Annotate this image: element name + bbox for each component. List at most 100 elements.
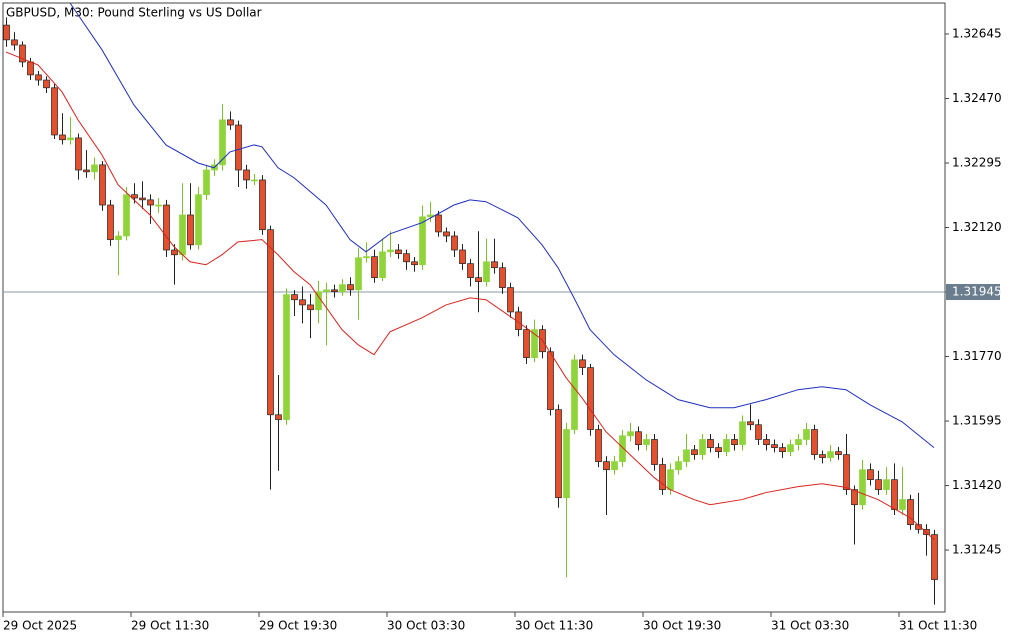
candle-body <box>251 179 258 182</box>
candle-body <box>131 194 138 199</box>
candle-body <box>763 439 770 445</box>
candle-body <box>307 304 314 311</box>
candle-body <box>891 479 898 510</box>
candle-body <box>835 451 842 455</box>
candle-body <box>451 235 458 251</box>
candle-body <box>147 199 154 206</box>
y-tick-label: 1.32295 <box>952 155 1002 169</box>
candle-body <box>739 421 746 445</box>
candle-body <box>571 359 578 430</box>
chart-title: GBPUSD, M30: Pound Sterling vs US Dollar <box>6 6 262 20</box>
candle-body <box>579 359 586 368</box>
moving-average <box>69 2 935 448</box>
candle-body <box>283 294 290 420</box>
candle-body <box>411 261 418 266</box>
candle-body <box>387 249 394 253</box>
x-tick-label: 30 Oct 03:30 <box>387 619 465 633</box>
candle-body <box>915 524 922 530</box>
candle-body <box>779 447 786 452</box>
candle-body <box>811 429 818 455</box>
candle-body <box>819 454 826 458</box>
candle-body <box>403 253 410 263</box>
y-tick-label: 1.32470 <box>952 91 1002 105</box>
candle-body <box>491 261 498 269</box>
candle-body <box>899 499 906 510</box>
candle-body <box>747 421 754 426</box>
candle-body <box>875 479 882 490</box>
candle-body <box>531 329 538 358</box>
candle-body <box>59 134 66 141</box>
x-tick-label: 30 Oct 19:30 <box>643 619 721 633</box>
candle-body <box>827 451 834 458</box>
plot-frame <box>2 2 946 613</box>
y-tick-label: 1.31420 <box>952 478 1002 492</box>
candle-body <box>659 464 666 490</box>
candle-body <box>203 169 210 196</box>
candle-body <box>179 214 186 256</box>
candle-body <box>299 299 306 306</box>
price-label: 1.31945 <box>952 285 1002 299</box>
candle-body <box>243 169 250 181</box>
x-tick-label: 29 Oct 2025 <box>3 619 77 633</box>
candle-body <box>363 256 370 259</box>
candle-body <box>475 277 482 283</box>
candle-body <box>755 424 762 440</box>
candle-body <box>691 449 698 455</box>
moving-average <box>5 51 935 540</box>
candle-body <box>139 197 146 201</box>
candle-body <box>515 311 522 330</box>
candle-body <box>11 39 18 46</box>
candle-body <box>323 289 330 292</box>
candle-body <box>339 284 346 292</box>
candle-body <box>355 257 362 291</box>
candle-body <box>883 479 890 490</box>
x-tick-label: 31 Oct 03:30 <box>771 619 849 633</box>
candle-body <box>683 449 690 462</box>
candle-body <box>459 249 466 264</box>
candle-body <box>395 249 402 255</box>
candle-body <box>379 251 386 278</box>
y-tick-label: 1.31770 <box>952 349 1002 363</box>
candle-body <box>675 461 682 471</box>
candle-body <box>907 499 914 525</box>
y-tick-label: 1.32645 <box>952 26 1002 40</box>
candle-body <box>667 469 674 490</box>
price-label-box <box>946 284 1000 301</box>
candle-body <box>275 414 282 420</box>
candle-body <box>867 469 874 481</box>
candle-body <box>43 79 50 89</box>
candle-body <box>699 439 706 455</box>
candle-body <box>371 256 378 278</box>
candle-body <box>171 249 178 256</box>
candle-body <box>795 439 802 445</box>
candle-body <box>187 214 194 246</box>
candle-body <box>499 267 506 288</box>
candle-body <box>723 439 730 452</box>
x-tick-label: 30 Oct 11:30 <box>515 619 593 633</box>
candle-body <box>851 489 858 506</box>
candle-body <box>3 24 10 41</box>
candle-body <box>19 44 26 63</box>
candle-body <box>35 74 42 81</box>
candle-body <box>27 61 34 76</box>
candle-body <box>587 367 594 430</box>
y-tick-label: 1.31595 <box>952 414 1002 428</box>
candle-body <box>483 261 490 283</box>
candle-body <box>547 351 554 410</box>
candle-body <box>707 439 714 448</box>
candle-body <box>291 294 298 301</box>
candle-body <box>731 439 738 445</box>
candle-body <box>227 119 234 126</box>
candle-body <box>267 229 274 416</box>
candle-body <box>643 439 650 445</box>
candle-body <box>259 179 266 231</box>
candle-body <box>123 194 130 237</box>
candle-body <box>803 429 810 440</box>
candle-body <box>91 164 98 173</box>
candle-body <box>859 469 866 506</box>
candle-body <box>331 289 338 292</box>
candle-body <box>155 204 162 207</box>
candle-body <box>51 87 58 136</box>
